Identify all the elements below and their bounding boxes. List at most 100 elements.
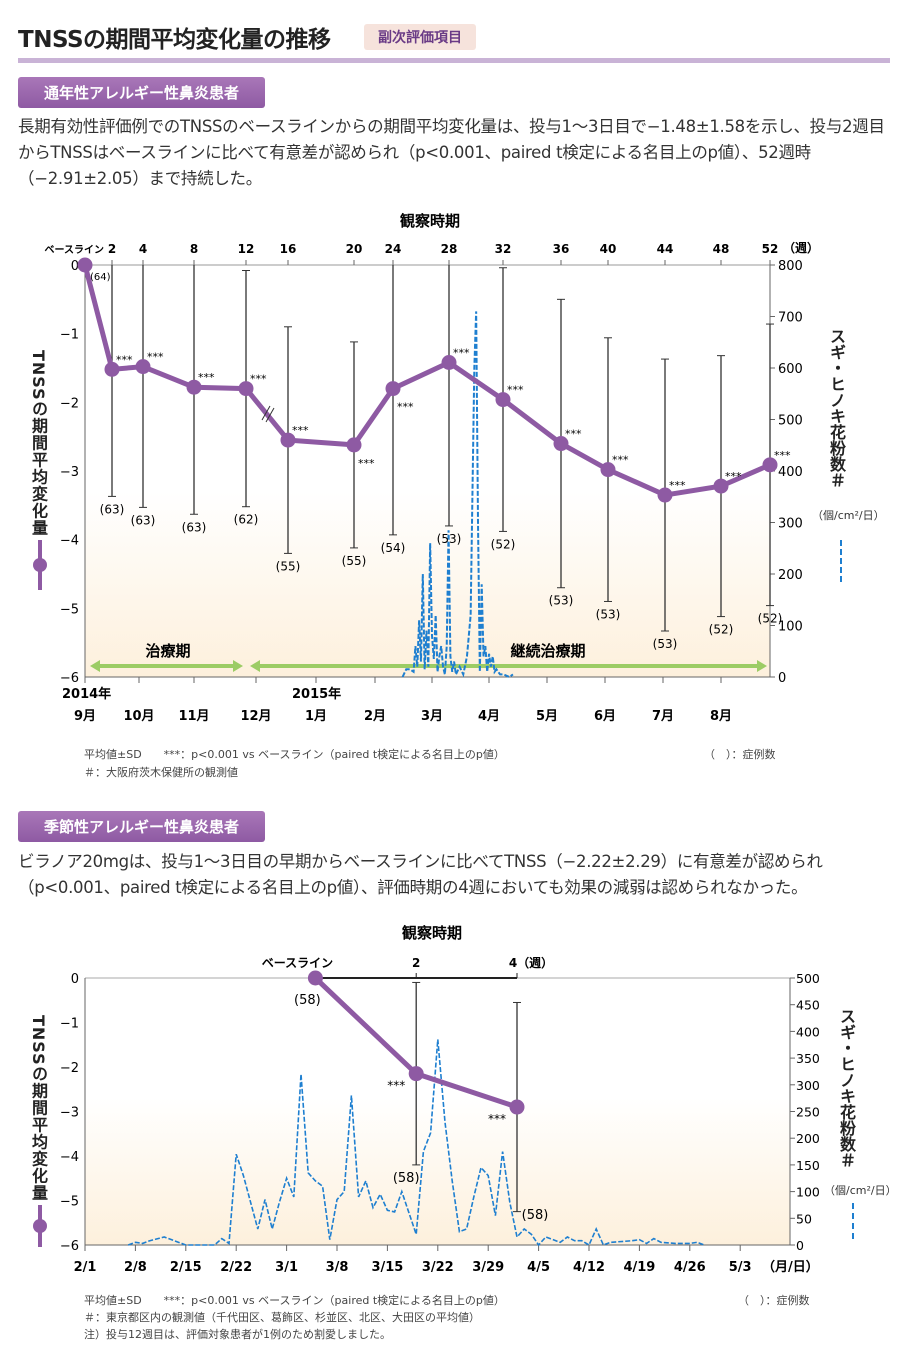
- chart2-footnote-note: 注）投与12週目は、評価対象患者が1例のため割愛しました。: [84, 1328, 391, 1341]
- period-label: 継続治療期: [510, 642, 585, 660]
- tnss-point: [307, 970, 323, 986]
- y2-tick-label: 250: [796, 1105, 820, 1120]
- y-tick-label: 0: [71, 259, 79, 274]
- y2-tick-label: 150: [796, 1158, 820, 1173]
- tnss-point: [186, 379, 202, 395]
- n-label: (53): [596, 607, 621, 621]
- y-tick-label: −4: [60, 534, 79, 549]
- chart2-tnss-legend-icon: [33, 1205, 47, 1247]
- plot-background: [85, 265, 770, 677]
- week-label: 48: [713, 242, 730, 256]
- pollen-line: [127, 1039, 705, 1247]
- tnss-point: [495, 392, 511, 408]
- secondary-endpoint-badge: 副次評価項目: [364, 24, 476, 50]
- n-label: (53): [653, 637, 678, 651]
- month-label: 6月: [594, 709, 616, 724]
- significance-mark: ***: [292, 424, 309, 437]
- y2-tick-label: 500: [796, 971, 820, 986]
- y2-tick-label: 0: [778, 671, 786, 686]
- year-label: 2015年: [292, 686, 341, 702]
- y-tick-label: −5: [60, 602, 79, 617]
- week-label: ベースライン: [262, 956, 333, 970]
- week-label: 20: [346, 242, 363, 256]
- axis-break: [261, 405, 271, 421]
- n-label: (53): [437, 532, 462, 546]
- chart-title: 観察時期: [400, 212, 460, 230]
- x-tick-label: 2/1: [74, 1260, 97, 1275]
- y-tick-label: −6: [60, 671, 79, 686]
- year-label: 2014年: [62, 686, 111, 702]
- tnss-point: [509, 1099, 525, 1115]
- plot-background: [85, 978, 790, 1245]
- chart1-y2-axis-title: スギ・ヒノキ花粉数＃: [827, 328, 846, 488]
- n-label: (63): [182, 520, 207, 534]
- month-label: 1月: [305, 709, 327, 724]
- week-label: 28: [441, 242, 458, 256]
- month-label: 12月: [240, 709, 271, 724]
- x-unit-label: （月/日）: [762, 1259, 819, 1275]
- week-label: 36: [553, 242, 570, 256]
- chart-perennial: 観察時期 0 −1 −2 −3 −4 −5 −6 0 100 200 300 400 500 600 700 8…: [45, 212, 820, 724]
- y2-tick-label: 500: [778, 414, 803, 429]
- month-label: 2月: [364, 709, 386, 724]
- y2-tick-label: 200: [796, 1131, 820, 1146]
- significance-mark: ***: [397, 401, 414, 414]
- tnss-point: [346, 437, 362, 453]
- n-label: (63): [100, 502, 125, 516]
- month-label: 9月: [74, 709, 96, 724]
- y-tick-label: −6: [60, 1239, 79, 1254]
- n-label: (58): [522, 1208, 549, 1223]
- month-label: 8月: [710, 709, 732, 724]
- tnss-point: [762, 457, 778, 473]
- significance-mark: ***: [565, 428, 582, 441]
- significance-mark: ***: [453, 347, 470, 360]
- y-tick-label: 0: [71, 972, 79, 987]
- y-tick-label: −2: [60, 396, 79, 411]
- y-tick-label: −3: [60, 465, 79, 480]
- tnss-point: [713, 478, 729, 494]
- x-tick-label: 3/8: [326, 1260, 349, 1275]
- significance-mark: ***: [387, 1079, 405, 1093]
- y2-tick-label: 300: [778, 517, 803, 532]
- x-tick-label: 3/15: [371, 1260, 403, 1275]
- n-label: (52): [491, 537, 516, 551]
- tnss-point: [441, 355, 457, 371]
- y-tick-label: −4: [60, 1150, 79, 1165]
- significance-mark: ***: [116, 353, 133, 366]
- week-label: 52: [762, 242, 779, 256]
- y2-tick-label: 200: [778, 568, 803, 583]
- n-label: (58): [294, 993, 321, 1008]
- tnss-point: [280, 432, 296, 448]
- week-label: 16: [280, 242, 297, 256]
- significance-mark: ***: [358, 457, 375, 470]
- month-label: 7月: [652, 709, 674, 724]
- week-label: 32: [495, 242, 512, 256]
- tnss-point: [657, 487, 673, 503]
- y-tick-label: −3: [60, 1106, 79, 1121]
- week-label: 4（週）: [509, 955, 553, 970]
- significance-mark: ***: [488, 1112, 506, 1126]
- x-tick-label: 3/29: [472, 1260, 504, 1275]
- y-tick-label: −2: [60, 1061, 79, 1076]
- x-tick-label: 2/22: [220, 1260, 252, 1275]
- significance-mark: ***: [250, 373, 267, 386]
- y2-tick-label: 50: [796, 1211, 812, 1226]
- chart2-footnote-stats: 平均値±SD ***：p<0.001 vs ベースライン（paired t検定に…: [84, 1294, 505, 1307]
- period-label: 治療期: [145, 642, 190, 660]
- chart1-footnote-stats: 平均値±SD ***：p<0.001 vs ベースライン（paired t検定に…: [84, 748, 505, 761]
- month-label: 11月: [178, 709, 209, 724]
- week-label: 44: [657, 242, 674, 256]
- x-tick-label: 3/1: [275, 1260, 298, 1275]
- page-title: TNSSの期間平均変化量の推移: [18, 27, 331, 53]
- week-unit-label: （週）: [783, 240, 819, 255]
- y2-tick-label: 100: [778, 620, 803, 635]
- chart1-tnss-legend-icon: [33, 540, 47, 590]
- tnss-point: [135, 359, 151, 375]
- week-label: 24: [385, 242, 402, 256]
- week-label: 12: [238, 242, 255, 256]
- month-label: 3月: [421, 709, 443, 724]
- significance-mark: ***: [669, 479, 686, 492]
- x-tick-label: 4/5: [527, 1260, 550, 1275]
- n-label: (54): [381, 541, 406, 555]
- tnss-point: [77, 257, 93, 273]
